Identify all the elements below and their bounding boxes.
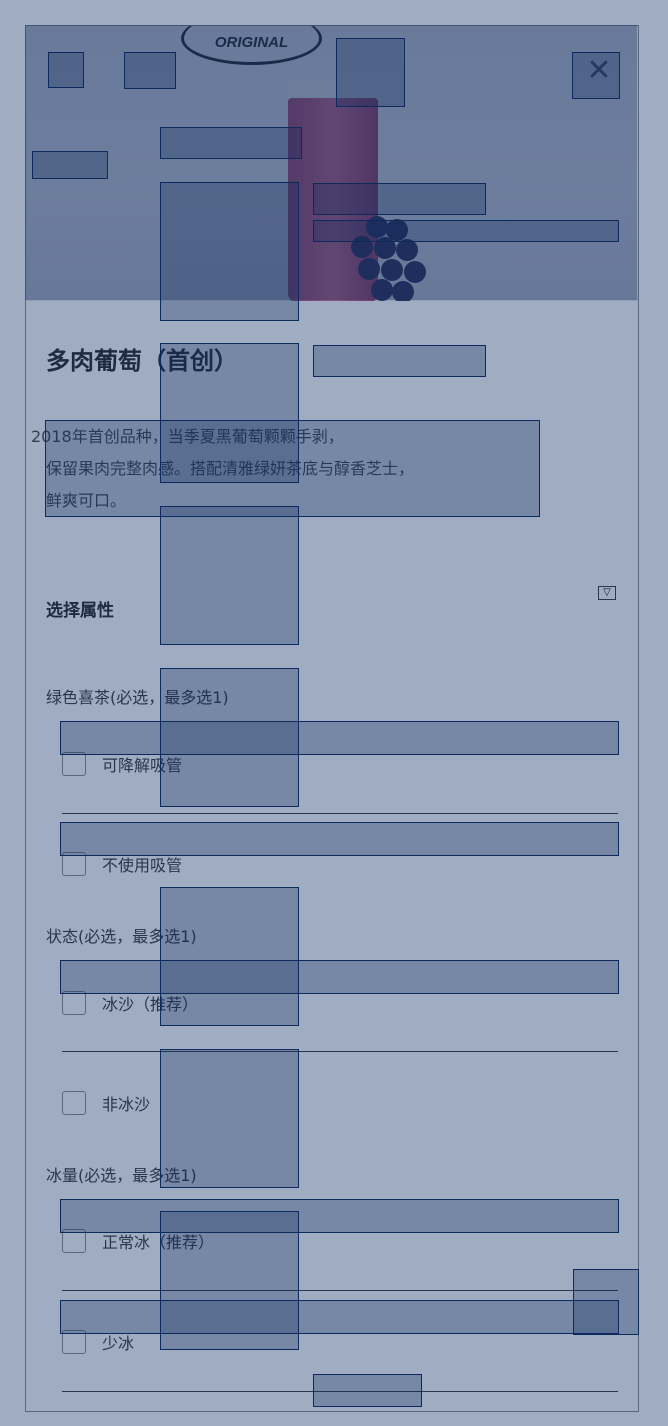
checkbox[interactable] bbox=[62, 752, 86, 776]
group-label: 状态(必选，最多选1) bbox=[46, 927, 197, 946]
option-item[interactable]: 少冰 bbox=[62, 1324, 618, 1362]
checkbox[interactable] bbox=[62, 1091, 86, 1115]
option-label: 冰沙（推荐） bbox=[102, 995, 199, 1014]
divider bbox=[62, 1391, 618, 1392]
description-line: 保留果肉完整肉感。搭配清雅绿妍茶底与醇香芝士， bbox=[46, 459, 415, 478]
option-label: 不使用吸管 bbox=[102, 856, 183, 875]
checkbox[interactable] bbox=[62, 852, 86, 876]
description-line: 鲜爽可口。 bbox=[46, 491, 127, 510]
option-label: 非冰沙 bbox=[102, 1095, 151, 1114]
cup-lid bbox=[284, 81, 382, 103]
option-item[interactable]: 冰沙（推荐） bbox=[62, 985, 618, 1023]
divider bbox=[62, 1051, 618, 1052]
grapes-image bbox=[336, 211, 432, 301]
option-item[interactable]: 可降解吸管 bbox=[62, 746, 618, 784]
product-description: 2018年首创品种，当季夏黑葡萄颗颗手剥， 保留果肉完整肉感。搭配清雅绿妍茶底与… bbox=[31, 421, 571, 517]
section-title: 选择属性 bbox=[46, 601, 114, 621]
divider bbox=[62, 1290, 618, 1291]
group-label: 绿色喜茶(必选，最多选1) bbox=[46, 688, 229, 707]
option-label: 正常冰（推荐） bbox=[102, 1233, 215, 1252]
product-image: ORIGINAL ✕ bbox=[26, 26, 638, 301]
brand-logo: ORIGINAL bbox=[181, 26, 322, 65]
description-line: 2018年首创品种，当季夏黑葡萄颗颗手剥， bbox=[31, 427, 344, 446]
checkbox[interactable] bbox=[62, 991, 86, 1015]
divider bbox=[62, 813, 618, 814]
checkbox[interactable] bbox=[62, 1229, 86, 1253]
collapse-icon[interactable]: ▽ bbox=[598, 586, 616, 600]
option-item[interactable]: 不使用吸管 bbox=[62, 846, 618, 884]
checkbox[interactable] bbox=[62, 1330, 86, 1354]
option-item[interactable]: 正常冰（推荐） bbox=[62, 1223, 618, 1261]
option-label: 可降解吸管 bbox=[102, 756, 183, 775]
group-label: 冰量(必选，最多选1) bbox=[46, 1166, 197, 1185]
option-label: 少冰 bbox=[102, 1334, 135, 1353]
option-item[interactable]: 非冰沙 bbox=[62, 1085, 618, 1123]
close-icon[interactable]: ✕ bbox=[586, 53, 612, 88]
product-title: 多肉葡萄（首创） bbox=[46, 347, 238, 375]
product-dialog: ORIGINAL ✕ 多肉葡萄（首创） 2018年首创品种，当季夏黑葡萄颗颗手剥… bbox=[25, 25, 639, 1412]
